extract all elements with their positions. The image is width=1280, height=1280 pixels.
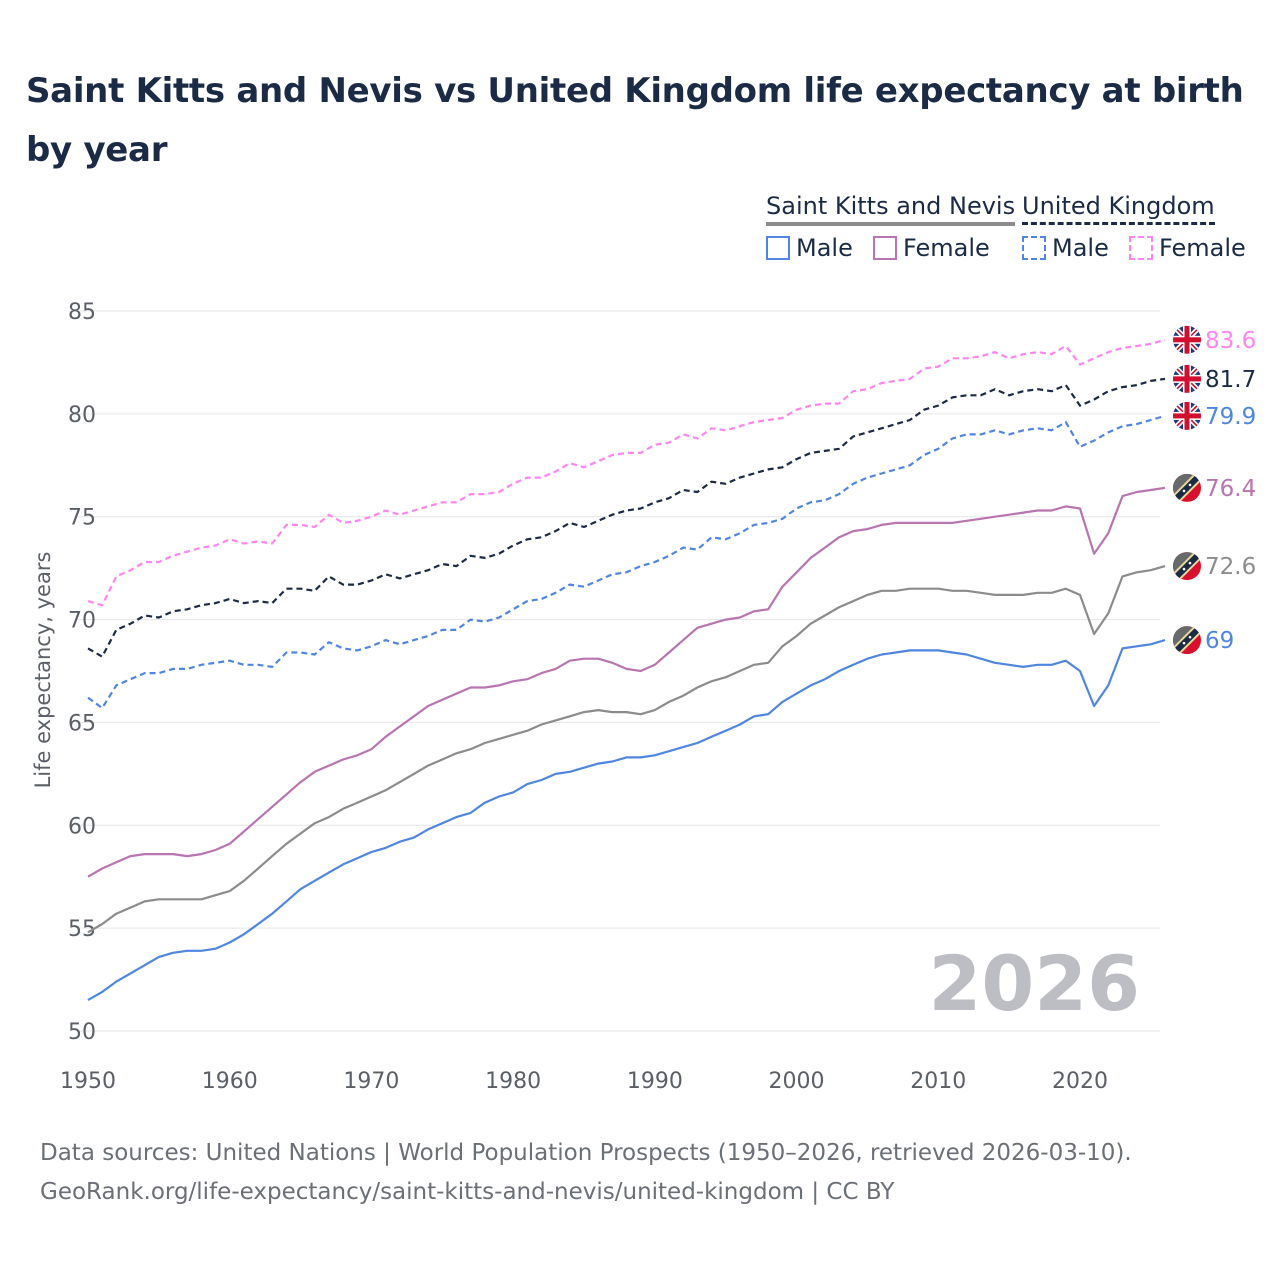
uk-flag-icon	[1173, 401, 1201, 430]
saint-kitts-and-nevis-flag-icon	[1173, 473, 1201, 502]
x-tick-label: 1950	[60, 1069, 116, 1094]
legend-item-uk-female[interactable]: Female	[1129, 234, 1246, 262]
x-tick-label: 2010	[910, 1069, 966, 1094]
series-line-united-kingdom-male	[87, 414, 1166, 710]
legend-swatch	[873, 236, 897, 260]
saint-kitts-and-nevis-flag-icon	[1173, 626, 1201, 655]
saint-kitts-and-nevis-flag-icon	[1173, 552, 1201, 581]
legend-swatch	[1129, 236, 1153, 260]
x-tick-label: 2020	[1052, 1069, 1108, 1094]
legend-label: Female	[1159, 234, 1246, 262]
legend-label: Female	[903, 234, 990, 262]
y-tick-label: 70	[68, 609, 96, 634]
series-line-saint-kitts-and-nevis	[87, 565, 1166, 934]
y-tick-label: 75	[68, 506, 96, 531]
end-value-label: 76.4	[1205, 476, 1256, 502]
legend-group-united-kingdom: United Kingdom	[1022, 192, 1215, 225]
footer-sources: Data sources: United Nations | World Pop…	[40, 1140, 1132, 1166]
series-line-saint-kitts-and-nevis-male	[87, 639, 1166, 1002]
uk-flag-icon	[1173, 325, 1201, 354]
series-line-saint-kitts-and-nevis-female	[87, 486, 1166, 878]
end-value-label: 72.6	[1205, 554, 1256, 580]
y-axis-label: Life expectancy, years	[31, 552, 55, 789]
end-value-label: 79.9	[1205, 404, 1256, 430]
uk-flag-icon	[1173, 364, 1201, 393]
end-value-label: 81.7	[1205, 367, 1256, 393]
footer: Data sources: United Nations | World Pop…	[40, 1134, 1132, 1212]
series-line-united-kingdom-female	[87, 338, 1166, 607]
y-tick-label: 50	[68, 1020, 96, 1045]
legend-swatch	[766, 236, 790, 260]
y-tick-label: 60	[68, 814, 96, 839]
legend-swatch	[1022, 236, 1046, 260]
y-tick-label: 85	[68, 300, 96, 325]
legend-label: Male	[1052, 234, 1109, 262]
y-tick-label: 80	[68, 403, 96, 428]
end-value-label: 69	[1205, 628, 1234, 654]
legend-item-skn-male[interactable]: Male	[766, 234, 853, 262]
x-tick-label: 1970	[343, 1069, 399, 1094]
legend-label: Male	[796, 234, 853, 262]
chart-title: Saint Kitts and Nevis vs United Kingdom …	[26, 71, 1244, 170]
y-tick-label: 65	[68, 711, 96, 736]
footer-link[interactable]: GeoRank.org/life-expectancy/saint-kitts-…	[40, 1179, 895, 1205]
x-tick-label: 1990	[627, 1069, 683, 1094]
series-line-united-kingdom	[87, 377, 1166, 658]
x-tick-label: 1980	[485, 1069, 541, 1094]
end-value-label: 83.6	[1205, 328, 1256, 354]
legend-item-uk-male[interactable]: Male	[1022, 234, 1109, 262]
legend-item-skn-female[interactable]: Female	[873, 234, 990, 262]
year-watermark: 2026	[928, 939, 1140, 1028]
x-tick-label: 1960	[202, 1069, 258, 1094]
legend-group-saint-kitts-and-nevis: Saint Kitts and Nevis	[766, 192, 1016, 226]
x-tick-label: 2000	[769, 1069, 825, 1094]
